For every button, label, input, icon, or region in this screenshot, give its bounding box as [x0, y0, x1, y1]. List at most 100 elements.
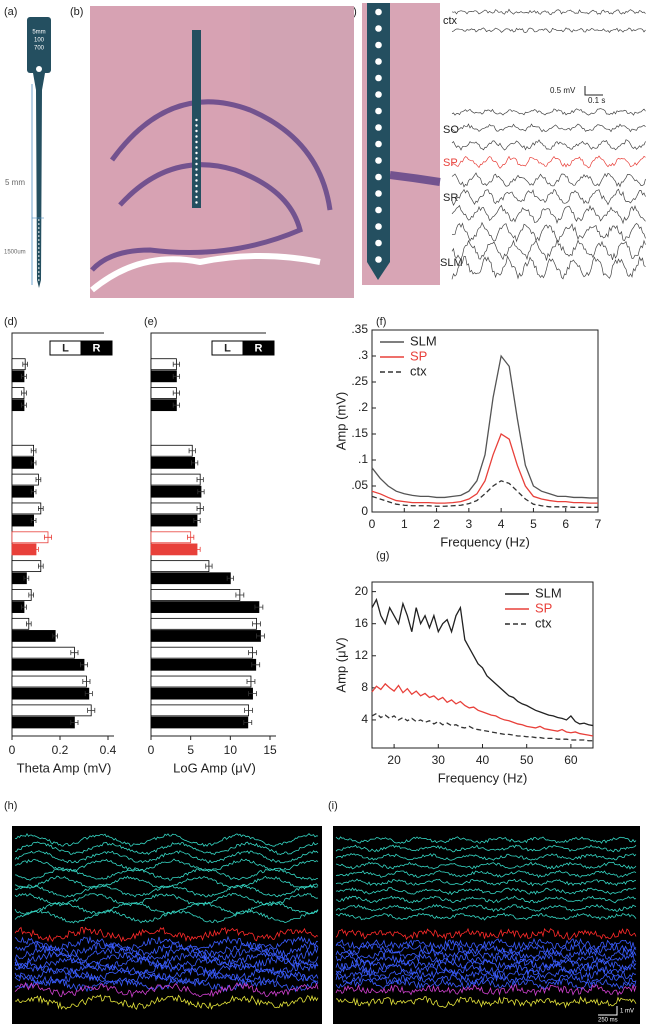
trace	[15, 841, 319, 856]
trace	[335, 937, 637, 951]
bar	[150, 473, 201, 486]
x-axis-label: Frequency (Hz)	[440, 534, 530, 549]
probe-text: 100	[34, 38, 45, 44]
error-bar	[196, 477, 204, 483]
bar	[11, 716, 75, 729]
error-bar	[172, 361, 180, 367]
electrode	[38, 247, 40, 249]
plot-frame	[371, 329, 599, 513]
x-tick-label: 6	[562, 517, 569, 531]
trace	[335, 870, 637, 879]
trace	[14, 975, 319, 993]
error-bar	[196, 505, 204, 511]
trace	[335, 967, 637, 981]
bar	[150, 658, 257, 671]
legend-label: SP	[410, 348, 427, 363]
bar	[150, 387, 177, 399]
electrode	[375, 25, 382, 32]
electrode	[195, 135, 198, 138]
trace	[14, 909, 319, 924]
error-bar	[243, 719, 253, 725]
bar	[150, 675, 252, 688]
trace	[335, 853, 637, 861]
y-tick-label: 4	[361, 712, 368, 726]
electrode	[195, 124, 198, 127]
x-tick-label: 5	[530, 517, 537, 531]
trace	[14, 965, 319, 983]
scale-bar	[598, 1006, 618, 1016]
electrode	[375, 256, 382, 263]
bar	[150, 687, 253, 700]
electrode	[375, 173, 382, 181]
trace-label: SR	[443, 192, 458, 204]
legend-label: R	[93, 342, 101, 354]
panel-label: (h)	[4, 800, 17, 812]
error-bar	[172, 373, 180, 379]
trace	[335, 903, 637, 913]
trace	[14, 866, 319, 881]
scale-label: 250 ms	[598, 1018, 618, 1024]
electrode	[38, 223, 40, 225]
error-bar	[191, 460, 199, 466]
error-bar	[248, 691, 257, 697]
trace	[335, 895, 637, 904]
y-tick-label: 0	[361, 504, 368, 518]
electrode	[195, 140, 198, 144]
plot-frame	[371, 581, 594, 749]
electrode	[38, 255, 40, 257]
electrode	[195, 190, 198, 193]
y-tick-label: .3	[358, 348, 368, 362]
trace	[14, 981, 319, 999]
bar	[150, 617, 257, 630]
series-line	[371, 597, 594, 727]
error-bar	[256, 633, 265, 639]
y-tick-label: .05	[351, 478, 368, 492]
electrode	[195, 129, 198, 133]
legend-label: R	[255, 342, 263, 354]
error-bar	[30, 518, 37, 524]
x-tick-label: 10	[224, 743, 238, 757]
trace	[451, 27, 646, 33]
trace	[335, 995, 637, 1009]
trace	[451, 239, 646, 261]
legend-swatch	[80, 340, 113, 356]
bar	[11, 687, 90, 700]
x-tick-label: 0	[148, 743, 155, 757]
trace-label: SLM	[440, 257, 463, 269]
legend-label: L	[62, 342, 69, 354]
electrode	[375, 124, 382, 131]
x-tick-label: 3	[466, 517, 473, 531]
error-bar	[28, 592, 34, 598]
trace	[14, 900, 319, 916]
trace	[335, 878, 637, 887]
error-bar	[172, 402, 180, 408]
legend-label: ctx	[410, 363, 427, 378]
error-bar	[80, 662, 88, 668]
electrode	[195, 118, 198, 122]
bar	[150, 560, 210, 573]
trace	[335, 887, 637, 896]
x-tick-label: 1	[401, 517, 408, 531]
electrode	[375, 91, 382, 98]
x-tick-label: 0.2	[52, 743, 69, 757]
electrode	[195, 195, 198, 199]
error-bar	[70, 650, 79, 656]
bar	[11, 675, 87, 688]
bar	[11, 456, 35, 469]
bar	[11, 560, 42, 573]
bar	[150, 589, 241, 601]
panel-label: (g)	[376, 550, 389, 562]
bar	[150, 444, 193, 457]
trace	[14, 940, 319, 958]
error-bar	[252, 621, 261, 627]
y-tick-label: .25	[351, 374, 368, 388]
error-bar	[226, 575, 234, 581]
bar	[11, 485, 35, 498]
trace	[14, 850, 319, 864]
trace-label: SO	[443, 124, 459, 136]
error-bar	[21, 604, 27, 610]
x-tick-label: 5	[187, 743, 194, 757]
electrode	[195, 162, 198, 166]
x-tick-label: 50	[520, 753, 534, 767]
error-bar	[21, 402, 27, 408]
